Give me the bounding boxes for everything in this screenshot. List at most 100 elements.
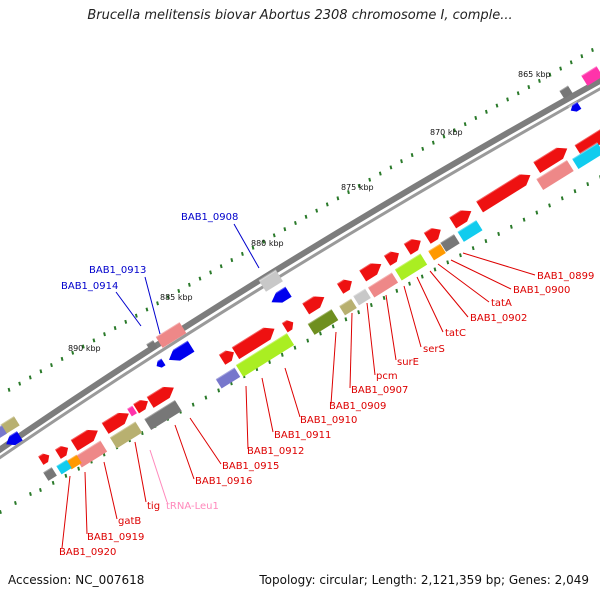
forward-gene <box>54 442 69 459</box>
kbp-tick <box>431 140 435 145</box>
gene-highlight <box>281 316 291 324</box>
gene-block <box>307 308 339 335</box>
kbp-tick <box>548 72 552 77</box>
gene-shape <box>6 431 23 446</box>
reverse-gene <box>580 65 600 86</box>
gene-highlight <box>574 123 600 146</box>
kbp-tick <box>573 189 577 194</box>
kbp-tick <box>28 375 32 380</box>
gene-highlight <box>2 430 18 441</box>
gene-shape <box>235 333 295 377</box>
kbp-tick <box>217 388 221 393</box>
gene-label: BAB1_0909 <box>329 401 386 412</box>
kbp-tick <box>586 182 590 187</box>
gene-highlight <box>101 407 126 424</box>
kbp-tick <box>347 190 350 195</box>
forward-gene <box>146 381 174 408</box>
gene-block <box>571 142 600 170</box>
kbp-tick <box>325 202 329 207</box>
kbp-tick <box>495 103 499 108</box>
gene-label: BAB1_0902 <box>470 313 527 324</box>
kbp-tick <box>272 233 276 238</box>
gene-shape <box>70 429 98 451</box>
kbp-tick <box>50 363 53 368</box>
outer-strand-genes <box>37 123 600 481</box>
forward-gene <box>231 322 275 360</box>
forward-gene <box>403 234 421 255</box>
gene-shape <box>271 286 292 303</box>
forward-gene <box>37 450 50 465</box>
leader-line <box>103 461 118 520</box>
gene-highlight <box>109 420 136 439</box>
kbp-tick <box>591 47 594 53</box>
gene-label: tRNA-Leu1 <box>166 501 219 512</box>
gene-block <box>109 420 143 449</box>
gene-highlight <box>132 395 146 405</box>
gene-block <box>55 458 72 475</box>
kbp-tick <box>204 395 208 400</box>
gene-block <box>215 366 241 389</box>
leader-line <box>366 302 376 376</box>
gene-highlight <box>54 442 66 451</box>
forward-gene <box>448 204 472 229</box>
kbp-tick <box>71 350 75 355</box>
kbp-tick <box>304 214 308 219</box>
reverse-gene <box>0 424 7 439</box>
kbp-tick <box>103 332 106 337</box>
kbp-tick <box>506 97 510 102</box>
kbp-tick <box>166 295 170 300</box>
kbp-tick <box>319 331 322 336</box>
gene-shape <box>359 263 382 282</box>
gene-highlight <box>37 450 48 458</box>
accession-text: Accession: NC_007618 <box>8 573 145 587</box>
forward-gene <box>532 142 568 174</box>
gene-highlight <box>218 346 232 356</box>
genome-summary-text: Topology: circular; Length: 2,121,359 bp… <box>259 573 589 587</box>
kbp-tick <box>471 246 475 251</box>
gene-highlight <box>126 404 133 410</box>
gene-highlight <box>439 233 455 244</box>
leader-line <box>462 252 536 276</box>
gene-shape <box>403 239 421 255</box>
gene-label: BAB1_0913 <box>89 265 146 276</box>
gene-highlight <box>358 257 379 272</box>
forward-gene <box>358 257 382 282</box>
backbone-outer-line <box>0 77 600 454</box>
gene-shape <box>423 228 441 244</box>
gene-shape <box>559 85 573 99</box>
kbp-tick <box>389 165 393 170</box>
gene-shape <box>215 367 241 389</box>
gene-label: BAB1_0915 <box>222 461 279 472</box>
gene-shape <box>339 298 357 316</box>
gene-highlight <box>70 424 95 441</box>
kbp-tick <box>331 324 335 329</box>
gene-shape <box>218 350 234 365</box>
leader-line <box>245 385 249 450</box>
kbp-tick <box>29 491 32 497</box>
gene-label: tatA <box>491 298 512 309</box>
gene-highlight <box>580 65 597 77</box>
kbp-tick <box>18 381 22 386</box>
gene-shape <box>43 467 57 481</box>
gene-shape <box>581 66 600 86</box>
gene-highlight <box>456 219 477 233</box>
kbp-tick <box>0 509 2 515</box>
gene-highlight <box>235 332 288 366</box>
forward-gene <box>475 168 531 213</box>
kbp-tick <box>39 369 43 374</box>
kbp-tick <box>177 288 181 294</box>
gene-shape <box>574 128 600 157</box>
gene-block <box>74 439 108 468</box>
kbp-tick <box>156 301 159 306</box>
gene-label: BAB1_0919 <box>87 532 144 543</box>
leader-line <box>233 223 260 269</box>
kbp-tick <box>198 276 202 281</box>
gene-shape <box>302 296 325 315</box>
kbp-tick <box>537 78 541 83</box>
kbp-tick <box>400 159 403 164</box>
gene-shape <box>353 288 371 306</box>
gene-shape <box>383 251 399 266</box>
leader-line <box>149 449 168 503</box>
